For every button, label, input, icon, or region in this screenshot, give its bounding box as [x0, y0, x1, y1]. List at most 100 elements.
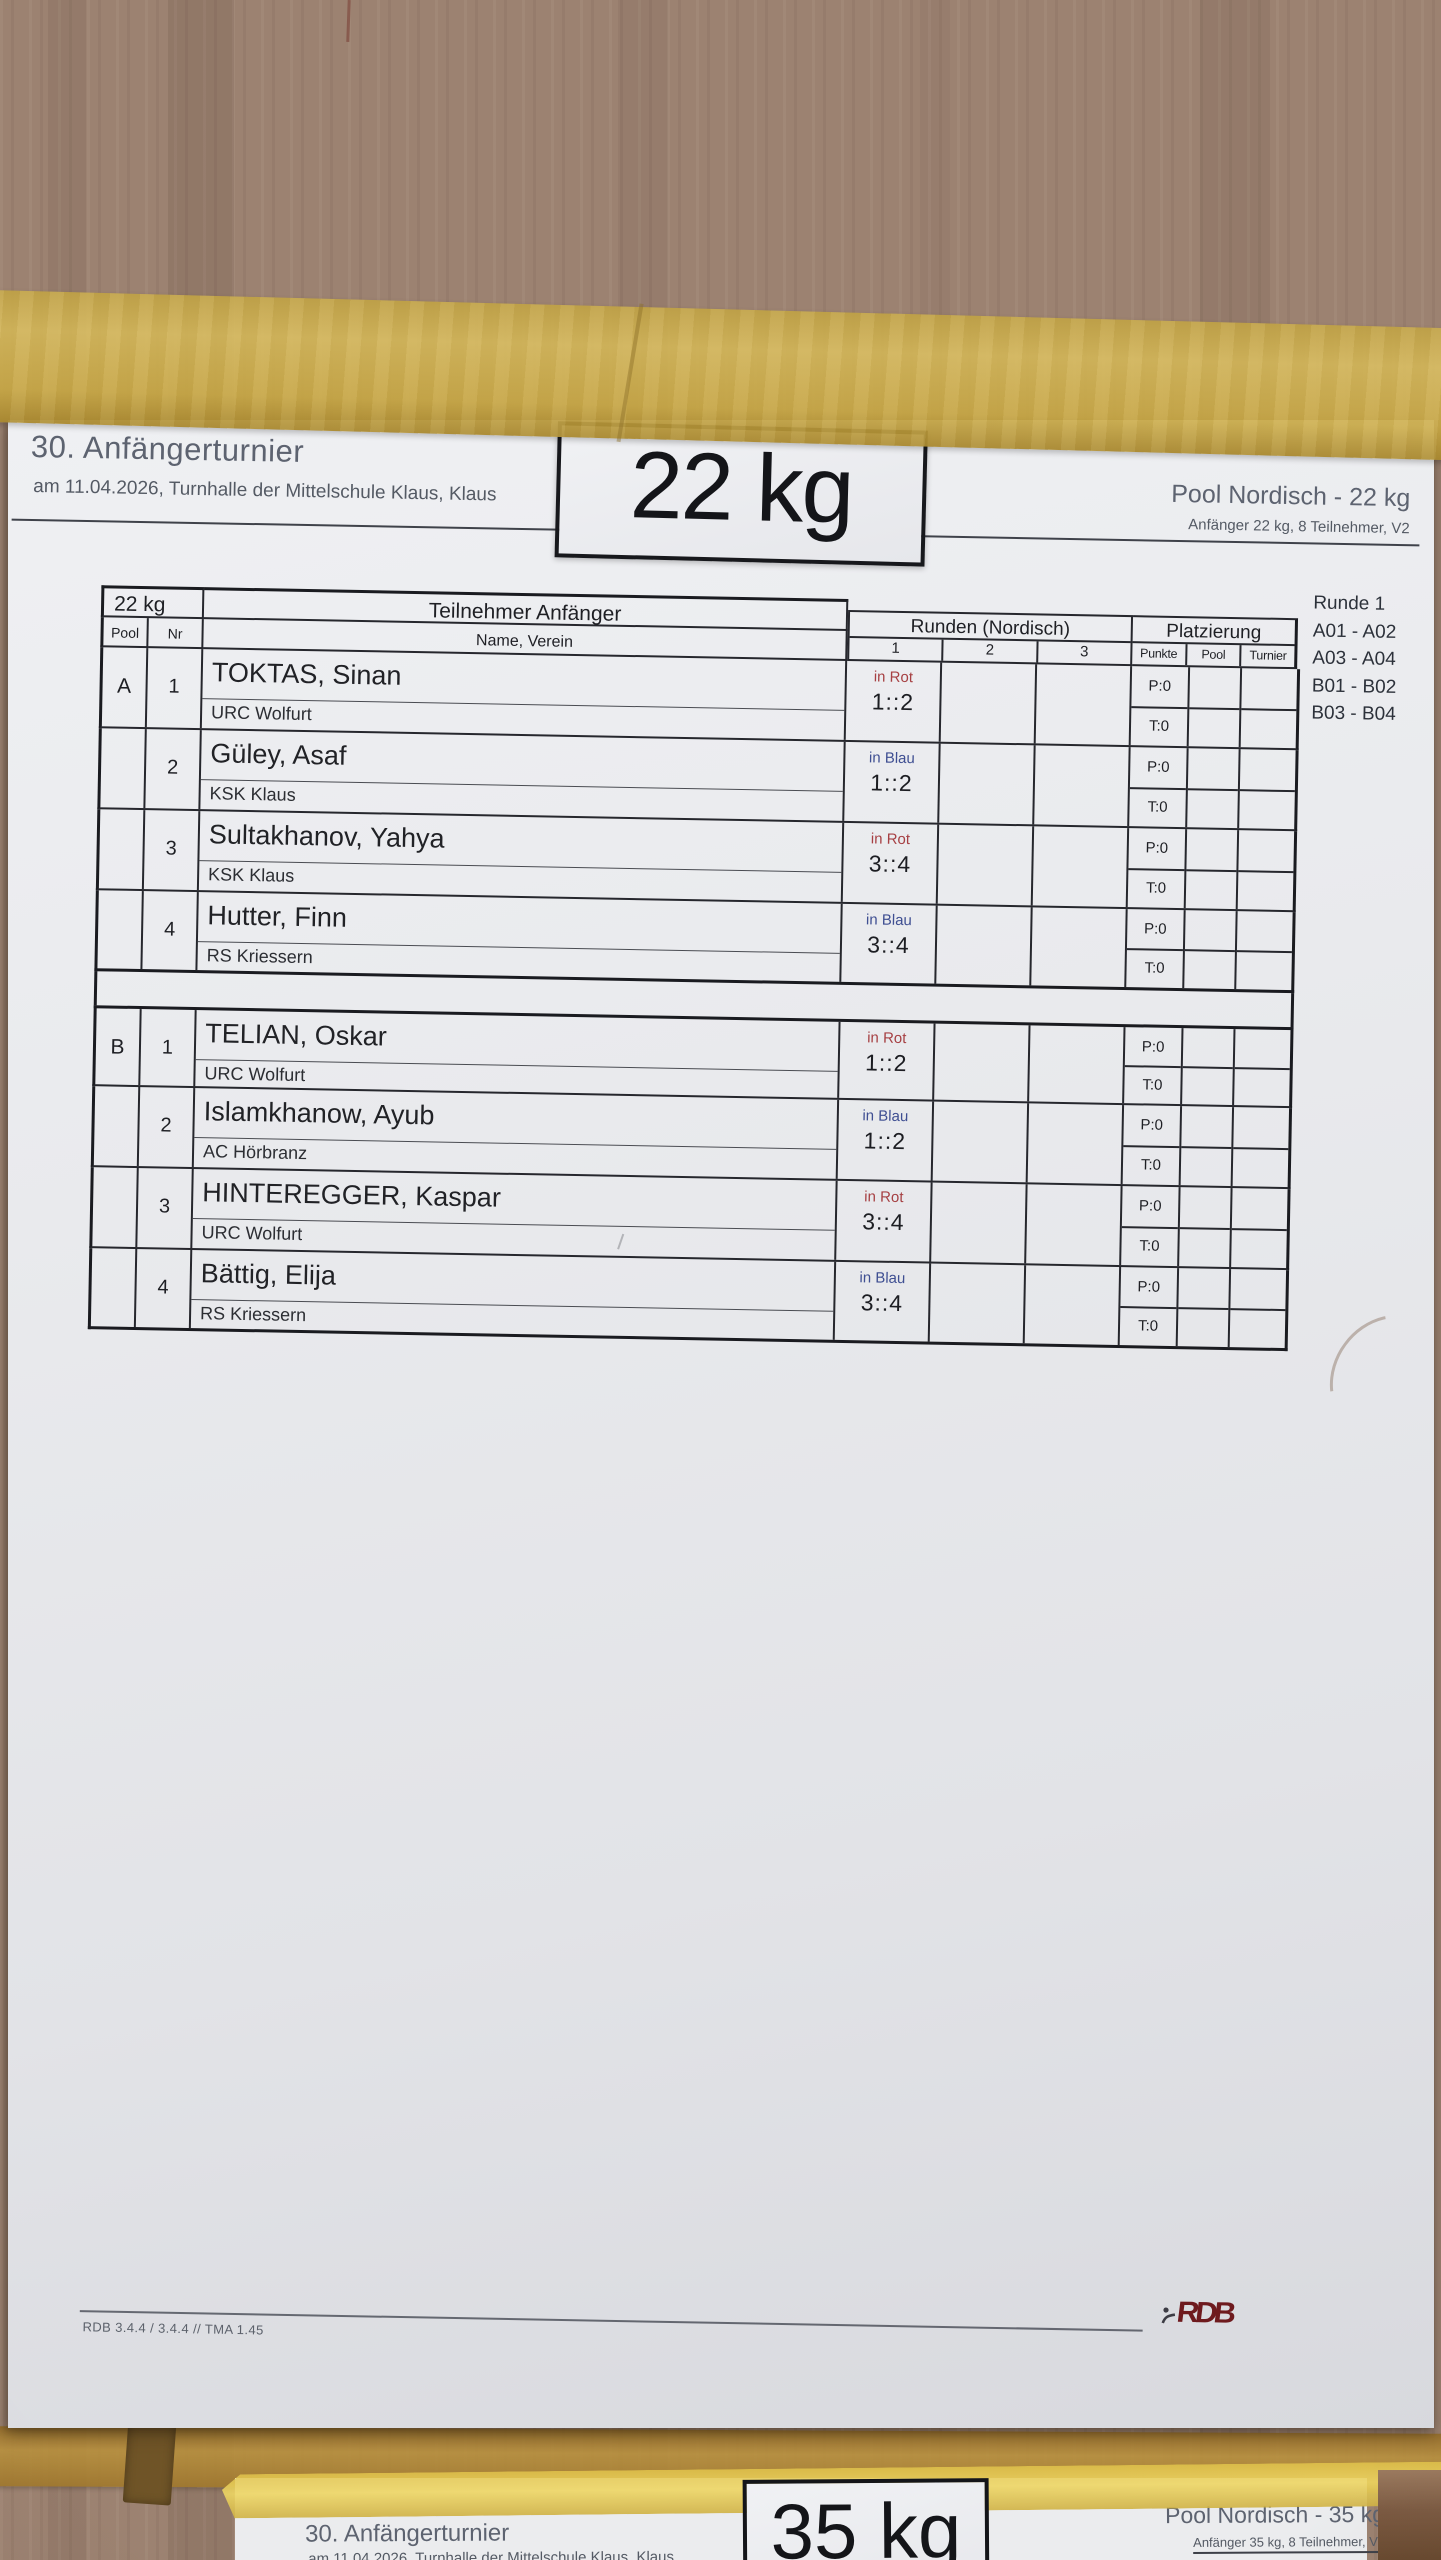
cell-divider: [1241, 707, 1297, 711]
placement-turnier-cell: [1239, 749, 1295, 829]
name-club-divider: [199, 860, 842, 873]
participant-name-cell: Bättig, Elija RS Kriessern: [190, 1250, 837, 1340]
cell-divider: [1230, 1308, 1286, 1312]
placement-col-punkte: Punkte: [1132, 643, 1188, 666]
points-p: P:0: [1141, 1038, 1165, 1056]
round-col-3: 3: [1079, 643, 1089, 661]
pool-letter: [90, 1248, 138, 1328]
pool-title: Pool Nordisch - 22 kg: [1171, 479, 1411, 513]
points-t: T:0: [1129, 786, 1186, 828]
corner-color-label: in Rot: [864, 1188, 904, 1207]
pairing: 1::2: [871, 688, 915, 716]
points-p: P:0: [1145, 839, 1169, 857]
placement-turnier-cell: [1238, 830, 1294, 910]
placement-pool-cell: [1184, 910, 1238, 990]
points-cell: P:0 T:0: [1127, 828, 1188, 909]
placement-turnier-cell: [1233, 1107, 1289, 1187]
cell-divider: [1186, 868, 1237, 872]
round-3-cell: [1024, 1265, 1122, 1346]
pairing: 1::2: [870, 769, 913, 797]
pairing: 3::4: [868, 850, 912, 878]
name-club-divider: [200, 779, 843, 792]
points-cell: P:0 T:0: [1129, 747, 1189, 828]
participant-club: RS Kriessern: [199, 1303, 307, 1326]
points-cell: P:0 T:0: [1124, 1027, 1184, 1105]
participant-name-cell: Hutter, Finn RS Kriessern: [197, 892, 843, 982]
round-2-cell: [932, 1101, 1030, 1183]
pairing: 3::4: [860, 1289, 904, 1317]
corner-color-label: in Rot: [870, 830, 911, 849]
page-title-35kg: 30. Anfängerturnier: [305, 2519, 510, 2548]
placement-pool-cell: [1179, 1187, 1233, 1268]
points-p: P:0: [1140, 1116, 1164, 1134]
round-2-cell: [931, 1182, 1028, 1264]
page-subtitle-35kg: am 11.04.2026, Turnhalle der Mittelschul…: [308, 2548, 683, 2560]
participant-number: 2: [138, 1087, 196, 1168]
round-2-cell: [937, 824, 1035, 906]
participant-name-cell: TELIAN, Oskar URC Wolfurt: [195, 1010, 841, 1098]
round-info-title: Runde 1: [1313, 592, 1386, 615]
participant-number: 2: [145, 729, 202, 810]
placement-turnier-cell: [1241, 668, 1297, 748]
points-t: T:0: [1119, 1306, 1177, 1347]
round-3-cell: [1027, 1103, 1125, 1185]
round-3-cell: [1032, 826, 1130, 908]
placement-turnier-cell: [1236, 911, 1292, 990]
pool-letter: [92, 1167, 139, 1248]
round-1-cell: in Blau 1::2: [844, 741, 941, 823]
pool-letter: A: [101, 647, 149, 728]
placement-pool-cell: [1185, 829, 1240, 910]
participant-name-cell: Islamkhanow, Ayub AC Hörbranz: [193, 1088, 840, 1179]
page-title: 30. Anfängerturnier: [30, 428, 305, 469]
placement-pool-cell: [1177, 1268, 1232, 1348]
wood-scratch: [346, 0, 351, 43]
cell-divider: [1182, 1066, 1233, 1070]
placement-col-pool: Pool: [1186, 644, 1242, 667]
participant-club: URC Wolfurt: [204, 1063, 306, 1086]
placement-turnier-cell: [1234, 1029, 1290, 1106]
points-p: P:0: [1137, 1278, 1161, 1296]
participant-number: 4: [135, 1249, 193, 1329]
round-2-cell: [939, 743, 1036, 825]
corner-color-label: in Blau: [862, 1107, 909, 1126]
participant-number: 3: [137, 1168, 194, 1249]
placement-col-turnier: Turnier: [1249, 648, 1287, 663]
round-1-cell: in Rot 3::4: [842, 822, 940, 904]
tournament-sheet-22kg: 30. Anfängerturnier am 11.04.2026, Turnh…: [8, 420, 1441, 2428]
weight-class-label-35kg: 35 kg: [742, 2478, 990, 2560]
cell-divider: [1178, 1307, 1229, 1311]
participant-number: 3: [143, 810, 201, 891]
round-1-cell: in Rot 1::2: [845, 660, 943, 742]
round-1-cell: in Rot 1::2: [839, 1021, 936, 1100]
points-p: P:0: [1143, 920, 1167, 938]
participant-name: TELIAN, Oskar: [204, 1018, 388, 1052]
page-subtitle: am 11.04.2026, Turnhalle der Mittelschul…: [33, 475, 497, 506]
round-1-cell: in Blau 1::2: [837, 1099, 935, 1181]
participant-name-cell: HINTEREGGER, Kaspar URC Wolfurt: [192, 1169, 838, 1260]
software-version: RDB 3.4.4 / 3.4.4 // TMA 1.45: [82, 2319, 264, 2338]
rdb-logo-text: RDB: [1174, 2295, 1235, 2330]
pool-letter: B: [95, 1008, 142, 1086]
pool-subtitle: Anfänger 22 kg, 8 Teilnehmer, V2: [1188, 516, 1410, 538]
pairing-line: B01 - B02: [1311, 674, 1397, 698]
participant-number: 1: [146, 648, 204, 729]
pool-table: 22 kg Teilnehmer Anfänger Pool Nr Name, …: [87, 585, 1301, 1352]
corner-color-label: in Rot: [867, 1029, 907, 1048]
points-cell: P:0 T:0: [1122, 1105, 1183, 1186]
round-2-cell: [929, 1263, 1027, 1344]
wood-corner: [1378, 2470, 1441, 2560]
placement-pool-cell: [1188, 667, 1243, 748]
points-cell: P:0 T:0: [1130, 666, 1191, 747]
points-t: T:0: [1130, 705, 1188, 747]
pairing: 1::2: [864, 1049, 908, 1077]
cell-divider: [1187, 787, 1238, 791]
cell-divider: [1236, 950, 1292, 954]
placement-header: Platzierung: [1132, 617, 1296, 647]
round-3-cell: [1035, 664, 1133, 746]
round-col-2: 2: [943, 639, 1039, 663]
round-3-cell: [1031, 907, 1128, 988]
participant-club: URC Wolfurt: [210, 702, 312, 725]
round-2-cell: [934, 1023, 1031, 1102]
round-col-1: 1: [849, 637, 944, 661]
placement-turnier-cell: [1230, 1269, 1286, 1348]
